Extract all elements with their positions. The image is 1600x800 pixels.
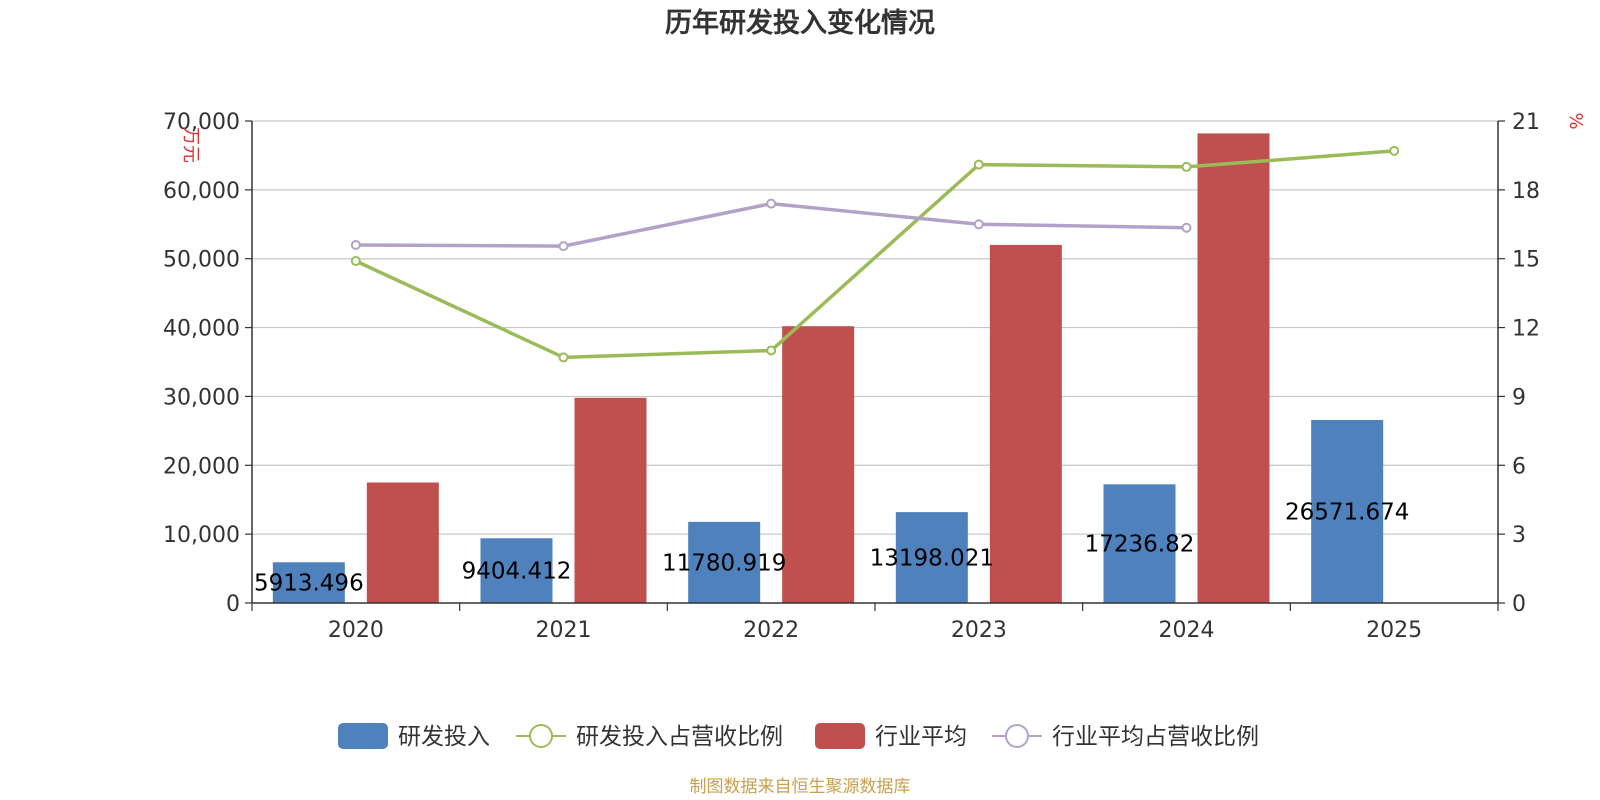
bar-data-label: 26571.674 [1285,500,1409,526]
line-point [1389,145,1400,156]
left-tick-label: 40,000 [163,317,240,342]
legend-swatch [338,723,388,749]
left-tick-label: 70,000 [163,110,240,135]
bars [272,133,1384,603]
bar-2024 [1103,484,1176,603]
axes: 0 10,000 20,000 30,000 40,000 50,000 60,000 70,… [163,110,1540,643]
bar-data-label: 17236.82 [1085,532,1195,558]
bar-2022 [782,326,855,603]
right-tick-label: 3 [1512,523,1526,548]
bar-data-label: 9404.412 [462,559,572,585]
legend-label: 行业平均占营收比例 [1052,724,1259,750]
series-line [355,149,1395,360]
right-tick-label: 21 [1512,110,1540,135]
line-point [558,352,569,363]
legend-label: 行业平均 [875,724,967,750]
x-tick-label: 2025 [1366,618,1422,643]
bar-data-label: 13198.021 [870,546,994,572]
bar-data-label: 11780.919 [662,550,786,576]
right-tick-label: 12 [1512,317,1540,342]
legend-swatch [815,723,865,749]
bar-2020 [366,482,439,603]
right-tick-label: 6 [1512,454,1526,479]
line-point [1181,161,1192,172]
left-tick-label: 60,000 [163,179,240,204]
legend-marker [529,724,553,748]
left-tick-label: 20,000 [163,454,240,479]
legend-label: 研发投入 [398,724,490,750]
bar-data-label: 5913.496 [254,571,364,597]
data-labels: 5913.496 9404.412 11780.919 13198.021 17236.… [254,500,1409,597]
bar-2021 [574,397,647,603]
grid [252,120,1498,535]
bar-2025 [1311,420,1384,603]
right-axis-unit: % [1565,112,1586,129]
line-point [350,239,361,250]
bar-2024 [1197,133,1270,603]
line-point [766,345,777,356]
line-point [766,198,777,209]
bar-2020 [272,562,345,603]
left-tick-label: 50,000 [163,248,240,273]
left-tick-label: 30,000 [163,385,240,410]
left-tick-label: 0 [226,592,240,617]
bar-2023 [895,512,968,603]
left-tick-label: 10,000 [163,523,240,548]
line-point [973,219,984,230]
x-tick-label: 2023 [951,618,1007,643]
legend-marker [1005,724,1029,748]
right-tick-label: 0 [1512,592,1526,617]
legend: 研发投入 研发投入占营收比例 行业平均 行业平均占营收比例 [338,723,1259,750]
line-point [1181,222,1192,233]
x-tick-label: 2022 [743,618,799,643]
lines [350,145,1400,363]
chart-title: 历年研发投入变化情况 [665,7,935,39]
right-tick-label: 9 [1512,385,1526,410]
left-axis-unit: 万元 [180,127,201,163]
legend-label: 研发投入占营收比例 [576,724,783,750]
series-line [355,201,1187,248]
line-point [558,241,569,252]
right-tick-label: 18 [1512,179,1540,204]
bar-2022 [688,521,761,603]
data-source: 制图数据来自恒生聚源数据库 [690,777,911,797]
line-point [350,256,361,267]
x-tick-label: 2021 [536,618,592,643]
bar-2023 [989,244,1062,603]
x-tick-label: 2024 [1159,618,1215,643]
bar-2021 [480,538,553,603]
x-tick-label: 2020 [328,618,384,643]
right-tick-label: 15 [1512,248,1540,273]
line-point [973,159,984,170]
